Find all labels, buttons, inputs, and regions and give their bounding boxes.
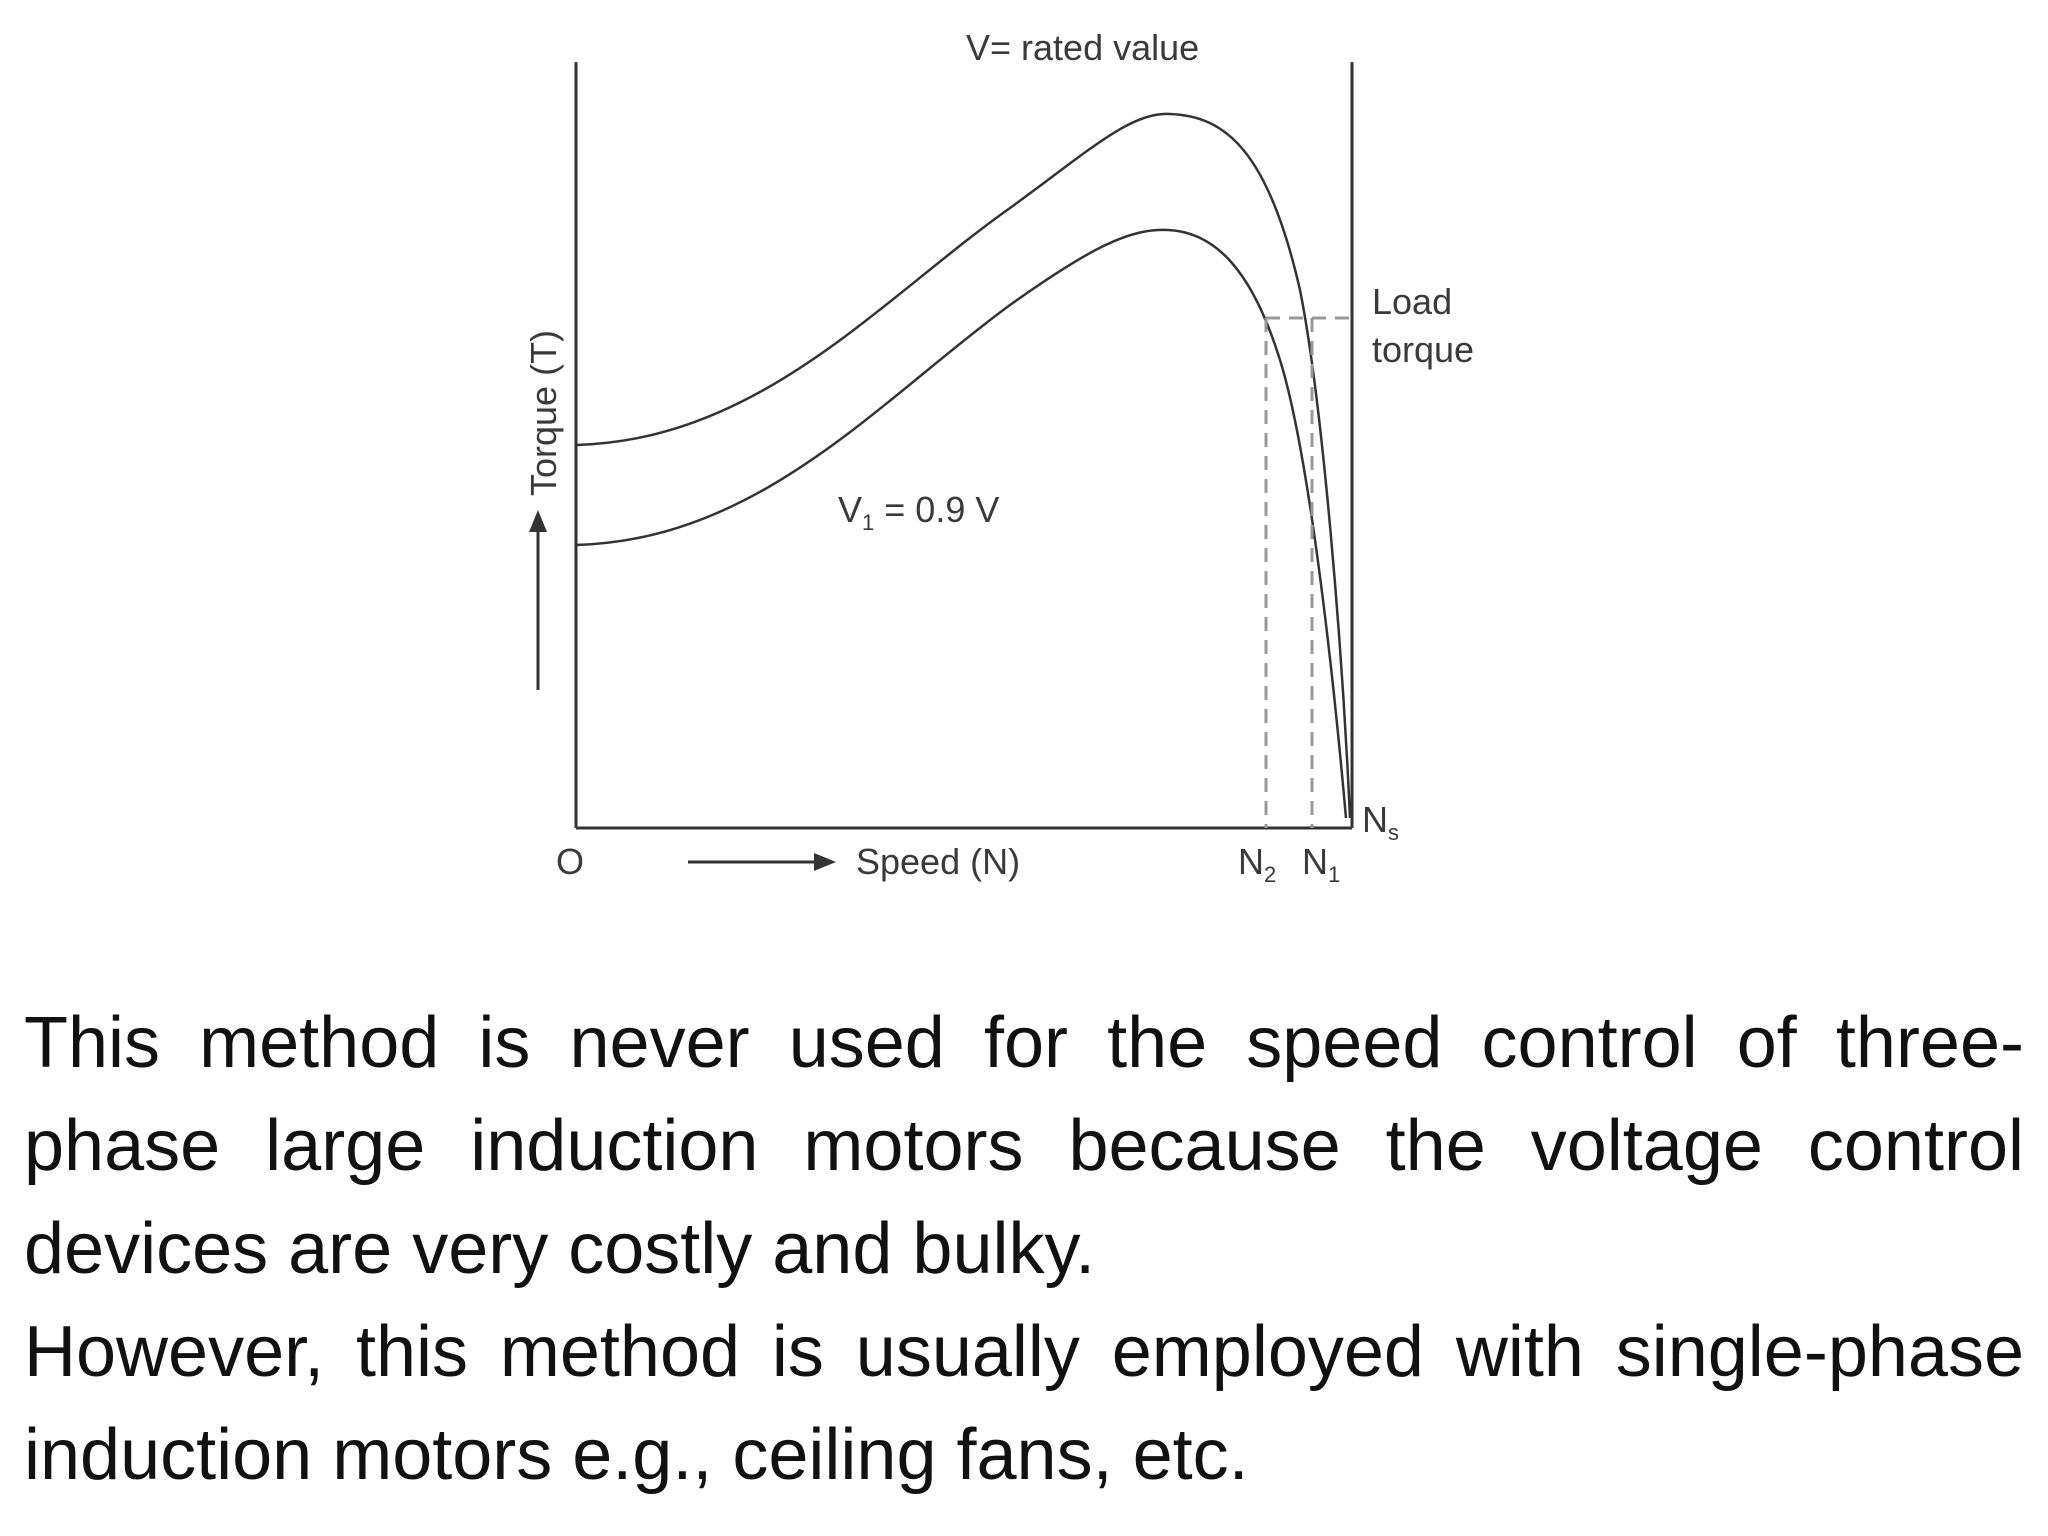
ns-label: Ns [1362, 799, 1399, 845]
paragraph-speed-control: This method is never used for the speed … [24, 1003, 2024, 1289]
n2-label: N2 [1238, 841, 1276, 887]
load-torque-label-line1: Load [1372, 281, 1452, 322]
rated-voltage-curve [575, 112, 1352, 819]
y-axis-arrow-head [529, 510, 547, 532]
n1-label: N1 [1302, 841, 1340, 887]
torque-speed-diagram: V= rated value V1 = 0.9 V Load torque To… [523, 27, 1474, 887]
x-axis-label: Speed (N) [856, 841, 1020, 882]
explanation-text: This method is never used for the speed … [24, 992, 2024, 1507]
load-torque-label-line2: torque [1372, 329, 1474, 370]
paragraph-single-phase-usage: However, this method is usually employed… [24, 1312, 2024, 1495]
rated-voltage-label: V= rated value [966, 27, 1199, 68]
origin-label: O [556, 841, 584, 882]
x-axis-arrow-head [814, 853, 836, 871]
y-axis-label: Torque (T) [523, 330, 564, 496]
reduced-voltage-label: V1 = 0.9 V [838, 489, 999, 535]
